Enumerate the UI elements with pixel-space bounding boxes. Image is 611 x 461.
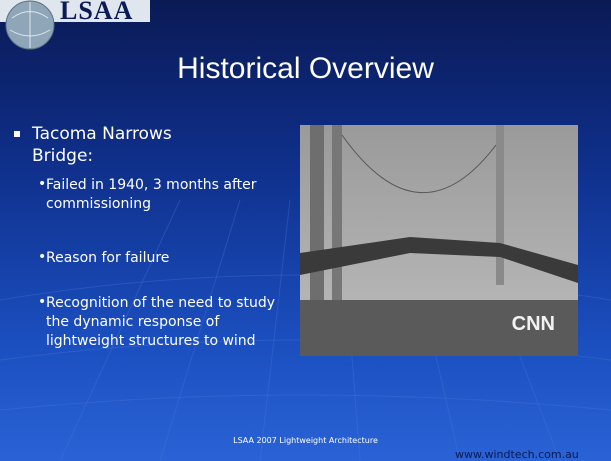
image-watermark: CNN	[512, 313, 555, 335]
footer-center: LSAA 2007 Lightweight Architecture	[0, 436, 611, 445]
bullet-text: Tacoma Narrows Bridge:	[32, 123, 232, 167]
slide-title: Historical Overview	[0, 52, 611, 86]
sub-bullet-text: Reason for failure	[46, 249, 294, 268]
logo-text: LSAA	[60, 0, 133, 26]
bridge-photo: CNN	[300, 125, 578, 356]
footer-url: www.windtech.com.au	[455, 448, 579, 461]
bullet-marker	[14, 131, 20, 137]
sub-bullet-text: Recognition of the need to study the dyn…	[46, 294, 276, 351]
slide: LSAA Historical Overview Tacoma Narrows …	[0, 0, 611, 461]
sub-bullet-text: Failed in 1940, 3 months after commissio…	[46, 176, 294, 214]
